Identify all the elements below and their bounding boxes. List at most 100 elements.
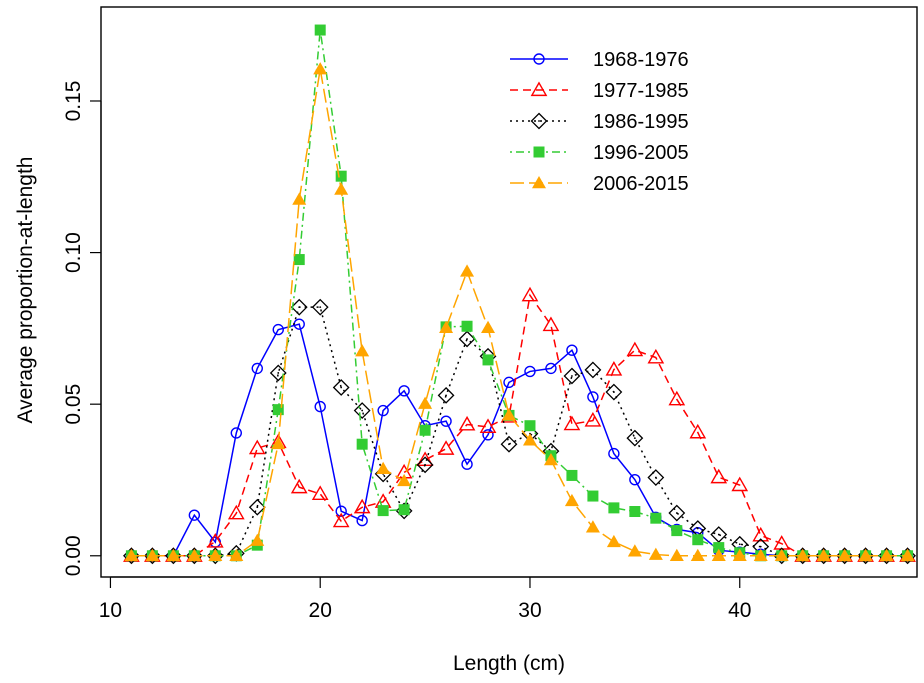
data-point (440, 415, 452, 427)
marker-dot (738, 543, 741, 546)
data-point (335, 170, 347, 182)
data-point (503, 376, 515, 389)
marker-outline (269, 364, 287, 382)
data-point (837, 548, 852, 562)
data-point (545, 362, 557, 375)
marker-outline (563, 367, 581, 385)
marker-outline (530, 112, 548, 130)
data-point (398, 385, 410, 397)
legend-label: 1986-1995 (593, 111, 689, 133)
data-point (356, 438, 368, 450)
data-point (166, 548, 181, 562)
series-layer (122, 24, 916, 565)
marker-outline (248, 498, 266, 516)
marker-dot (571, 375, 573, 377)
legend-marker (530, 81, 548, 97)
data-point (650, 512, 662, 524)
data-point (334, 182, 349, 195)
data-point (564, 493, 579, 507)
marker-dot (538, 120, 540, 122)
data-point (502, 408, 516, 421)
marker-dot (340, 386, 343, 389)
legend-label: 1996-2005 (593, 142, 689, 164)
marker-outline (710, 526, 728, 543)
data-point (313, 62, 328, 75)
data-point (461, 320, 473, 332)
data-point (419, 424, 431, 436)
data-point (690, 548, 705, 562)
y-tick-label: 0.10 (62, 232, 85, 273)
legend-label: 1977-1985 (593, 80, 689, 102)
data-point (542, 316, 560, 332)
data-point (732, 548, 747, 562)
data-point (669, 548, 684, 562)
data-point (731, 476, 749, 492)
data-point (124, 548, 139, 562)
marker-dot (612, 391, 615, 393)
data-point (629, 473, 641, 486)
data-point (587, 391, 599, 403)
data-point (272, 404, 284, 416)
x-tick-label: 40 (728, 599, 751, 622)
marker-outline (647, 469, 665, 486)
series-line (131, 69, 908, 557)
data-point (900, 548, 915, 562)
data-point (858, 548, 873, 562)
data-point (437, 440, 455, 455)
marker-dot (298, 306, 301, 309)
data-point (710, 526, 728, 543)
data-point (563, 415, 581, 431)
marker-dot (633, 437, 636, 440)
data-point (692, 534, 704, 546)
legend-item: 2006-2015 (510, 173, 689, 195)
y-axis: 0.00 0.05 0.10 0.15 (62, 81, 102, 576)
series-line (131, 293, 908, 557)
series-2006-2015 (124, 62, 915, 562)
series-1986-1995 (122, 298, 916, 565)
data-point (524, 365, 536, 378)
data-point (627, 544, 642, 557)
data-point (524, 420, 536, 432)
data-point (752, 526, 770, 542)
data-point (377, 505, 389, 517)
data-point (647, 469, 665, 486)
data-point (608, 447, 620, 460)
data-point (314, 24, 326, 36)
marker-outline (584, 361, 602, 379)
data-point (773, 535, 791, 550)
data-point (816, 548, 831, 562)
marker-dot (277, 372, 280, 374)
data-point (522, 433, 537, 446)
data-point (458, 330, 476, 348)
data-point (418, 396, 433, 409)
data-point (332, 512, 350, 528)
data-point (377, 404, 389, 417)
data-point (584, 361, 602, 379)
data-point (521, 286, 539, 302)
marker-dot (508, 443, 510, 446)
data-point (482, 354, 494, 366)
data-point (353, 498, 371, 514)
marker-dot (759, 545, 762, 548)
data-point (398, 504, 410, 516)
marker-outline (500, 435, 518, 453)
data-point (248, 498, 266, 516)
data-point (311, 298, 329, 316)
data-point (879, 548, 894, 562)
marker-outline (353, 402, 371, 419)
data-point (585, 520, 600, 533)
marker-dot (361, 409, 364, 412)
data-point (208, 548, 223, 562)
data-point (543, 452, 558, 466)
marker-outline (626, 429, 644, 447)
data-point (710, 468, 728, 484)
legend: 1968-1976 1977-1985 1986-1995 1996-2005 2006… (510, 49, 689, 195)
y-tick-label: 0.15 (62, 81, 85, 122)
data-point (332, 379, 350, 396)
marker-dot (654, 476, 657, 479)
data-point (229, 548, 244, 562)
data-point (711, 548, 726, 562)
data-point (648, 547, 663, 560)
data-point (606, 534, 621, 548)
data-point (230, 427, 243, 439)
